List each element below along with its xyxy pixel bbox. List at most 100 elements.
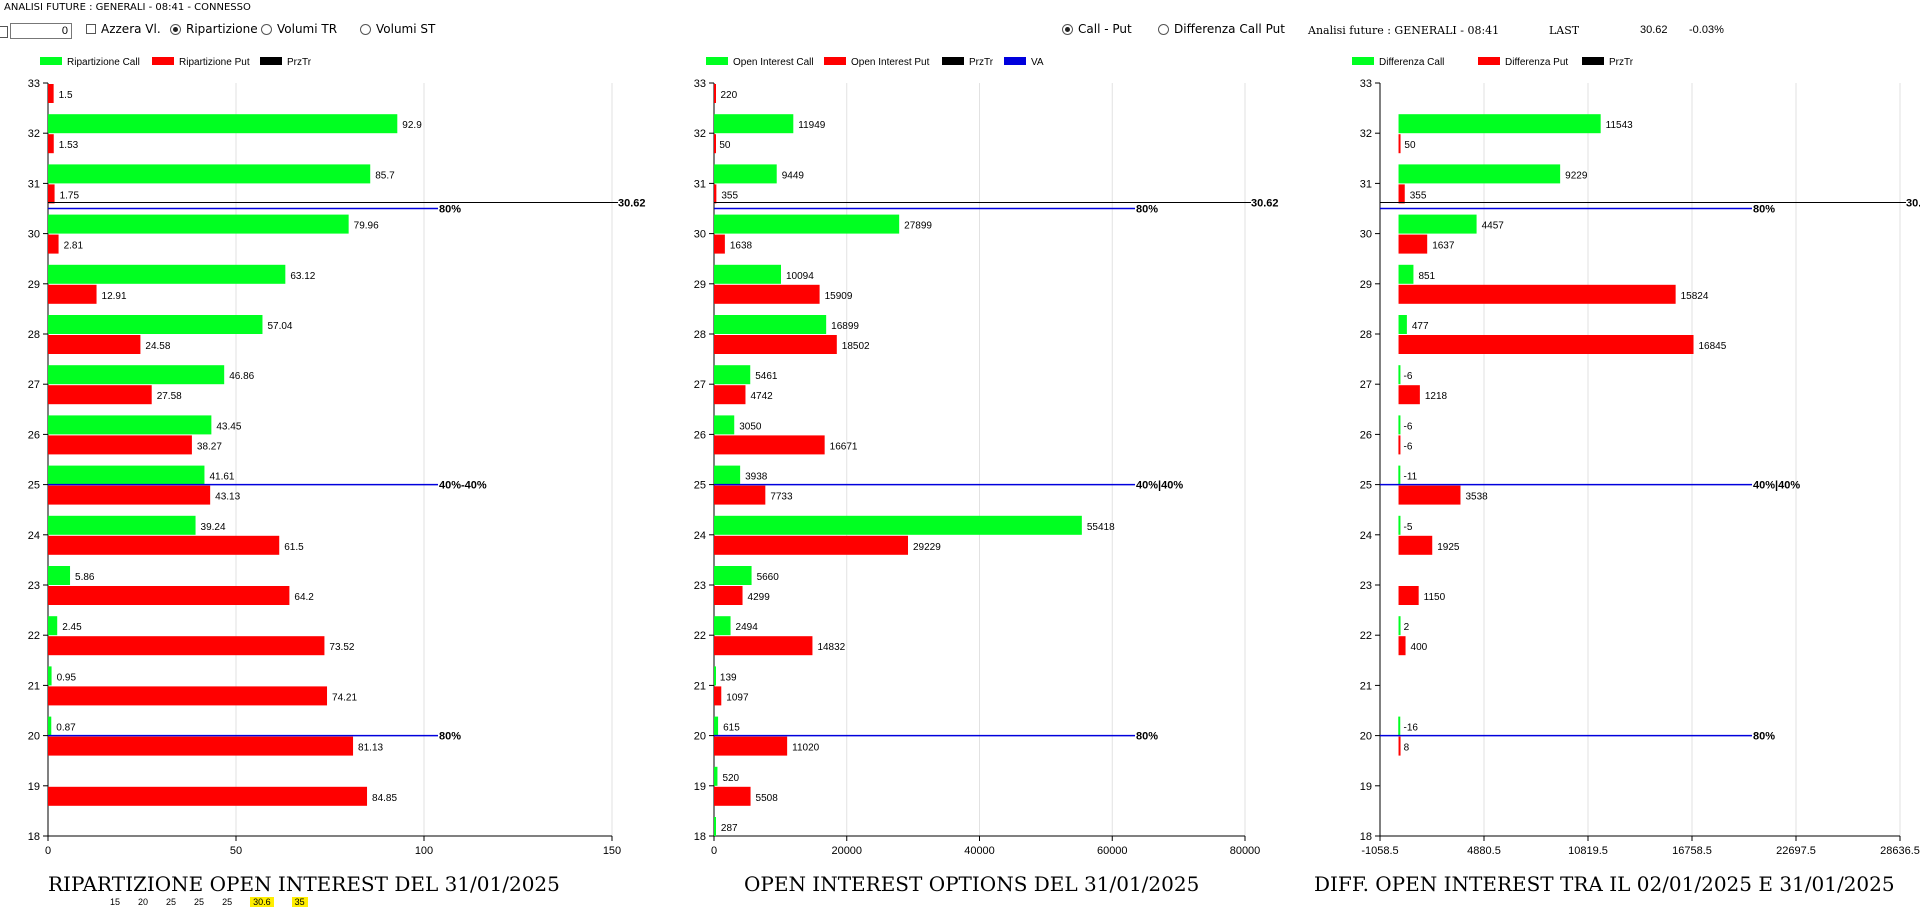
bar-value-label: 24.58 [145, 341, 170, 352]
bar-value-label: 3538 [1465, 492, 1488, 503]
call-bar [714, 264, 781, 284]
bar-value-label: 50 [719, 140, 731, 151]
radio-ripartizione[interactable]: Ripartizione [170, 22, 258, 36]
bar-value-label: 1.53 [59, 140, 79, 151]
put-bar [1398, 184, 1405, 204]
x-tick-label: 80000 [1230, 845, 1261, 857]
y-tick-label: 27 [694, 379, 706, 391]
y-tick-label: 30 [28, 229, 40, 241]
x-tick-label: 22697.5 [1776, 845, 1816, 857]
bar-value-label: 38.27 [197, 441, 222, 452]
bar-value-label: 1097 [726, 692, 749, 703]
bar-value-label: 355 [721, 190, 738, 201]
radio-volumi-st[interactable]: Volumi ST [360, 22, 435, 36]
y-tick-label: 26 [28, 429, 40, 441]
window-title: ANALISI FUTURE : GENERALI - 08:41 - CONN… [4, 2, 251, 13]
bar-value-label: 355 [1410, 190, 1427, 201]
call-bar [48, 264, 286, 284]
put-bar [1398, 485, 1461, 505]
put-bar [1398, 134, 1401, 154]
bar-value-label: 4742 [750, 391, 773, 402]
enable-checkbox[interactable] [0, 26, 8, 38]
call-bar [48, 515, 196, 535]
y-tick-label: 28 [28, 329, 40, 341]
y-tick-label: 27 [1360, 379, 1372, 391]
va-line-label: 80% [439, 731, 461, 743]
x-tick-label: 40000 [964, 845, 995, 857]
call-bar [48, 465, 205, 485]
bar-value-label: 400 [1411, 642, 1428, 653]
legend-label: PrzTr [287, 57, 312, 68]
bar-value-label: 851 [1418, 271, 1435, 282]
put-bar [48, 686, 328, 706]
legend-swatch [1004, 57, 1026, 65]
y-tick-label: 23 [1360, 580, 1372, 592]
bar-value-label: 64.2 [294, 592, 314, 603]
y-tick-label: 29 [694, 279, 706, 291]
call-bar [1398, 616, 1401, 636]
strike-item: 25 [194, 897, 205, 907]
put-bar [1398, 385, 1420, 405]
put-bar [714, 184, 717, 204]
bar-value-label: 12.91 [102, 291, 127, 302]
bottom-strikes-row: 15 20 25 25 25 30.6 35 [110, 897, 308, 907]
x-tick-label: -1058.5 [1361, 845, 1398, 857]
y-tick-label: 27 [28, 379, 40, 391]
bar-value-label: 1638 [730, 241, 753, 252]
bar-value-label: 11949 [798, 120, 826, 131]
price-line-label: 30.62 [1906, 197, 1920, 209]
bar-value-label: 2 [1404, 622, 1410, 633]
call-bar [714, 766, 718, 786]
x-tick-label: 28636.5 [1880, 845, 1920, 857]
put-bar [714, 686, 722, 706]
call-bar [714, 365, 751, 385]
radio-label: Ripartizione [186, 22, 258, 36]
put-bar [48, 335, 141, 354]
x-tick-label: 100 [415, 845, 433, 857]
radio-volumi-tr[interactable]: Volumi TR [261, 22, 337, 36]
bar-value-label: 16845 [1699, 341, 1727, 352]
bar-value-label: 16671 [830, 441, 858, 452]
bar-value-label: 4299 [748, 592, 771, 603]
y-tick-label: 30 [1360, 229, 1372, 241]
bar-value-label: 0.87 [56, 723, 76, 734]
call-bar [714, 666, 716, 686]
put-bar [48, 736, 354, 756]
y-tick-label: 19 [694, 781, 706, 793]
y-tick-label: 31 [28, 178, 40, 190]
x-tick-label: 4880.5 [1467, 845, 1501, 857]
va-line-label: 80% [1753, 204, 1775, 216]
y-tick-label: 18 [28, 831, 40, 843]
bar-value-label: 79.96 [354, 221, 379, 232]
bar-value-label: 2494 [736, 622, 759, 633]
x-tick-label: 50 [230, 845, 242, 857]
bar-value-label: 3938 [745, 472, 768, 483]
put-bar [48, 786, 368, 806]
bar-value-label: 1925 [1437, 542, 1460, 553]
y-tick-label: 29 [1360, 279, 1372, 291]
radio-label: Call - Put [1078, 22, 1132, 36]
y-tick-label: 22 [694, 630, 706, 642]
x-tick-label: 16758.5 [1672, 845, 1712, 857]
bar-value-label: 85.7 [375, 170, 395, 181]
y-tick-label: 28 [1360, 329, 1372, 341]
radio-call-put[interactable]: Call - Put [1062, 22, 1132, 36]
call-bar [714, 214, 900, 234]
reset-checkbox[interactable]: Azzera Vl. [86, 22, 161, 36]
radio-label: Volumi ST [376, 22, 436, 36]
put-bar [714, 435, 825, 455]
reset-label: Azzera Vl. [101, 22, 161, 36]
radio-differenza[interactable]: Differenza Call Put [1158, 22, 1285, 36]
legend-label: PrzTr [969, 57, 994, 68]
call-bar [714, 415, 735, 435]
y-tick-label: 21 [28, 680, 40, 692]
call-bar [1398, 465, 1401, 485]
call-bar [48, 666, 52, 686]
header-info-label: Analisi future : GENERALI - 08:41 [1308, 24, 1500, 37]
call-bar [1398, 515, 1401, 535]
x-tick-label: 20000 [831, 845, 862, 857]
bar-value-label: 57.04 [267, 321, 292, 332]
call-bar [1398, 716, 1401, 736]
va-line-label: 80% [439, 204, 461, 216]
number-input[interactable]: 0 [10, 23, 72, 39]
